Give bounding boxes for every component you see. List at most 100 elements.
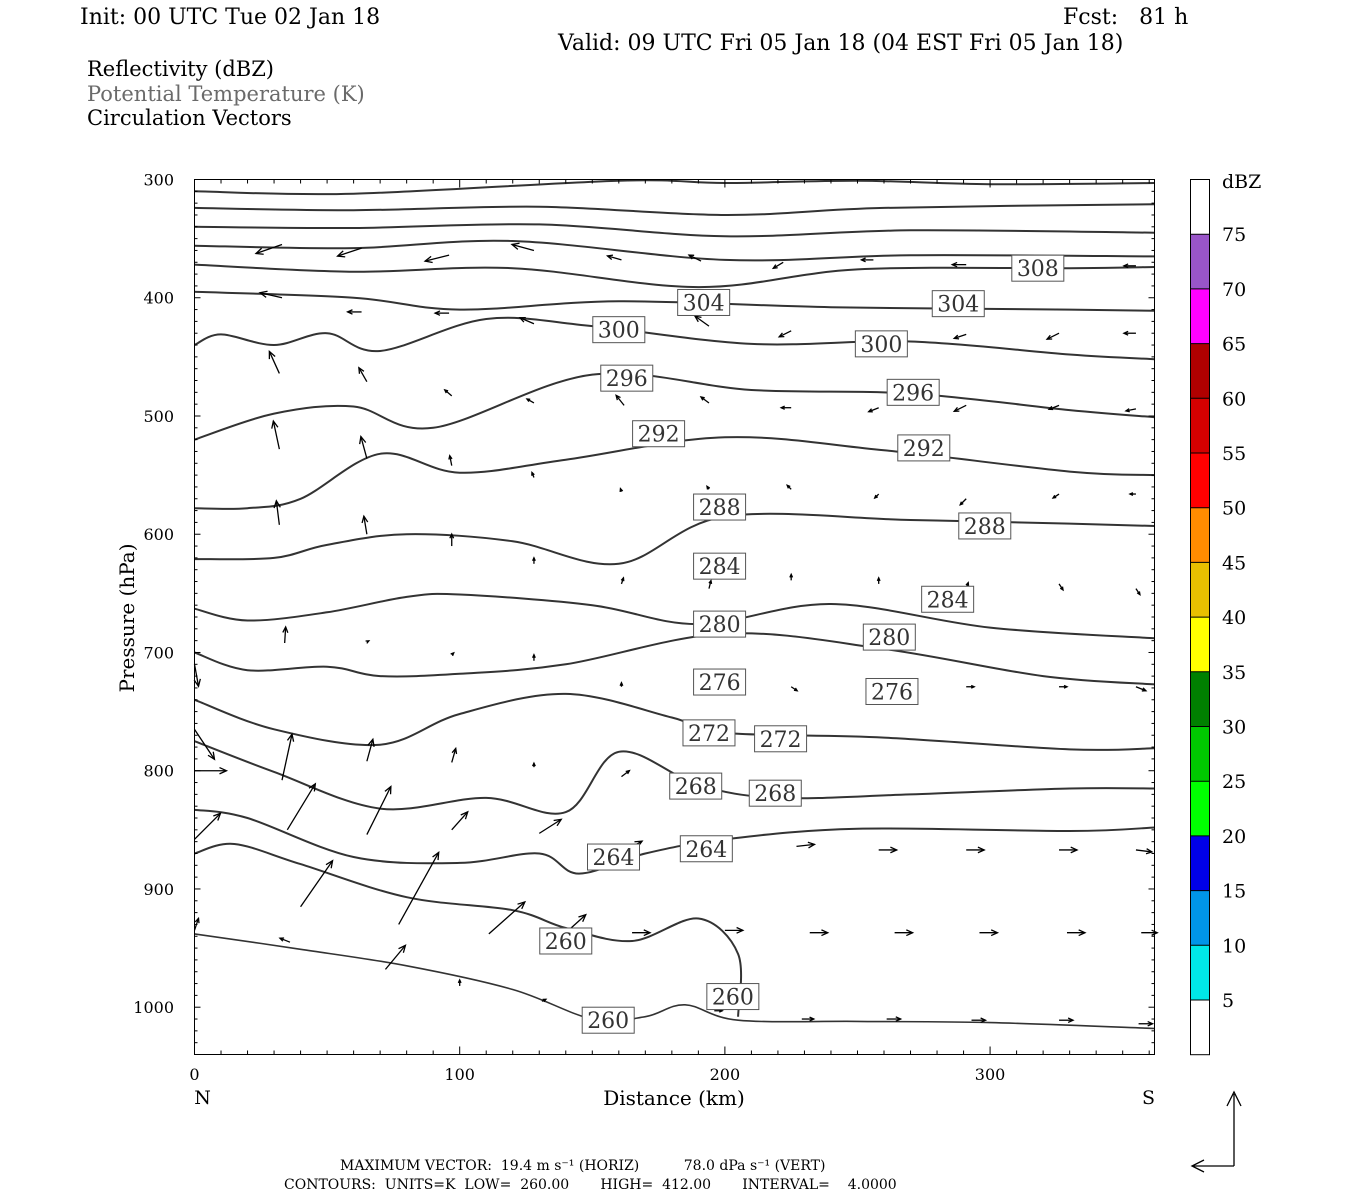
circulation-vector [359,435,368,459]
colorbar-level-label: 40 [1222,607,1246,629]
circulation-vector [878,846,899,854]
circulation-vector [687,254,702,262]
isentrope-316 [194,203,1155,217]
contour-label: 268 [669,772,723,800]
contour-label: 284 [693,552,747,580]
circulation-vector [273,499,281,525]
circulation-vector [952,404,967,413]
contour-label: 260 [539,927,593,955]
circulation-vector [541,998,548,1003]
svg-text:268: 268 [754,782,796,807]
circulation-vector [423,254,450,264]
contour-label: 264 [679,835,733,863]
circulation-vector [867,407,879,413]
contour-label: 292 [897,434,951,462]
circulation-vector [859,257,874,263]
colorbar-level-label: 5 [1222,990,1234,1012]
circulation-vector [1135,588,1141,596]
contour-label-layer: 308 304 304 300 300 296 296 292 292 288 288 284 284 2… [539,254,1065,1034]
x-end-label-north: N [194,1087,211,1109]
colorbar-title: dBZ [1222,171,1261,193]
circulation-vector [894,929,915,937]
circulation-vector [771,261,784,270]
circulation-vector [779,405,792,410]
circulation-vector [1059,684,1069,689]
colorbar-level-label: 50 [1222,498,1246,520]
colorbar-level-label: 30 [1222,717,1246,739]
circulation-vector [451,810,469,831]
circulation-vector [796,841,817,849]
isentrope-284 [194,592,1155,640]
circulation-vector [1128,492,1136,496]
contour-label: 284 [921,585,975,613]
svg-text:260: 260 [545,930,587,955]
circulation-vector [1051,493,1060,499]
colorbar-level-label: 55 [1222,443,1246,465]
colorbar-level-label: 25 [1222,771,1246,793]
contour-label: 276 [865,677,919,705]
colorbar-swatch [1190,234,1210,289]
circulation-vector [971,1017,988,1024]
circulation-vector [345,309,362,315]
circulation-vector [966,684,976,689]
colorbar-swatch [1190,398,1210,453]
circulation-vector [1135,848,1154,855]
field-reflectivity: Reflectivity (dBZ) [87,57,275,81]
svg-text:264: 264 [685,838,727,863]
circulation-vector [708,579,713,589]
contour-label: 308 [1011,254,1065,282]
circulation-vector [268,349,280,374]
contour-label: 304 [931,290,985,318]
circulation-vector [449,532,455,547]
circulation-vector [979,929,1000,937]
field-circulation-vectors: Circulation Vectors [87,106,292,130]
circulation-vector [620,576,625,585]
circulation-vector [271,419,280,450]
colorbar-level-label: 10 [1222,935,1246,957]
contour-label: 288 [958,512,1012,540]
circulation-vector [532,556,536,564]
colorbar-swatch [1190,781,1210,836]
colorbar-level-label: 20 [1222,826,1246,848]
svg-text:308: 308 [1017,257,1059,282]
colorbar-swatch [1190,945,1210,1000]
circulation-vector [789,572,794,581]
circulation-vector [876,576,881,584]
svg-text:272: 272 [760,728,802,753]
contour-label: 260 [706,983,760,1011]
contour-label: 280 [862,623,916,651]
circulation-vector [193,664,201,688]
colorbar-swatch [1190,453,1210,508]
circulation-vector [959,498,967,506]
contour-label: 296 [600,364,654,392]
colorbar-swatch [1190,617,1210,672]
circulation-vector [448,454,453,466]
circulation-vector [384,944,407,970]
isentrope-304 [194,290,1155,312]
isentrope-320 [194,223,1155,238]
colorbar-swatch [1190,507,1210,563]
circulation-vector [777,330,792,338]
colorbar-swatch [1190,671,1210,727]
circulation-vector [1124,408,1137,413]
svg-text:276: 276 [871,680,913,705]
circulation-vector [706,484,711,490]
colorbar-swatch [1190,179,1210,235]
contour-info-note: CONTOURS: UNITS=K LOW= 260.00 HIGH= 412.… [284,1177,897,1193]
colorbar: 5 10 15 20 25 30 35 40 45 50 55 60 65 70 75 dBZ [1190,171,1261,1056]
circulation-vector [1122,263,1136,269]
x-tick-label: 100 [444,1065,475,1084]
field-potential-temperature: Potential Temperature (K) [87,82,365,106]
contour-label: 268 [748,779,802,807]
svg-text:260: 260 [712,986,754,1011]
y-tick-label: 1000 [133,998,174,1017]
circulation-vector [619,681,624,687]
isentrope-300 [194,316,1155,361]
circulation-vector [361,514,369,535]
svg-text:272: 272 [688,722,730,747]
circulation-vector [451,746,458,763]
colorbar-level-label: 75 [1222,224,1246,246]
vector-layer [193,242,1159,1027]
y-tick-label: 500 [143,407,174,426]
